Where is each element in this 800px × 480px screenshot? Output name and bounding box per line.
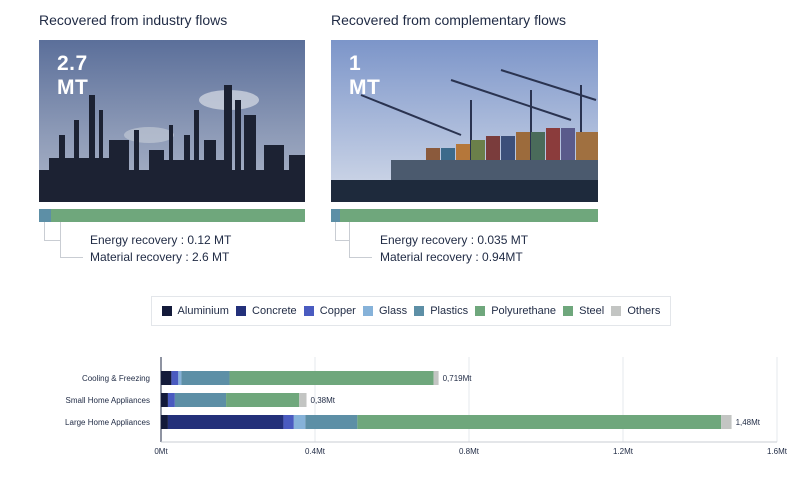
legend-item-others: Others: [611, 305, 660, 317]
category-label: Large Home Appliances: [65, 418, 150, 427]
bar-segment-copper: [167, 393, 175, 407]
bar-segment-plastics: [181, 371, 230, 385]
bar-segment-plastics: [305, 415, 358, 429]
category-label: Cooling & Freezing: [82, 374, 150, 383]
industry-photo: [39, 40, 305, 202]
legend-label: Others: [627, 305, 661, 317]
x-tick-label: 1.6Mt: [767, 447, 788, 456]
chart-legend: Aluminium Concrete Copper Glass Plastics…: [151, 296, 671, 326]
bar-segment-copper: [171, 371, 179, 385]
legend-label: Copper: [319, 305, 356, 317]
legend-label: Glass: [378, 305, 408, 317]
legend-swatch: [362, 306, 373, 316]
energy-recovery-segment: [331, 209, 341, 222]
bar-total-label: 0,38Mt: [311, 396, 336, 405]
material-connector: [349, 222, 372, 258]
legend-label: Polyurethane: [491, 305, 557, 317]
legend-swatch: [611, 306, 622, 316]
legend-item-concrete: Concrete: [236, 305, 297, 317]
industry-total-figure: 2.7 MT: [57, 52, 89, 99]
bar-segment-others: [433, 371, 439, 385]
legend-label: Aluminium: [177, 305, 229, 317]
material-recovery-label: Material recovery : 2.6 MT: [90, 250, 230, 264]
x-tick-label: 0.4Mt: [305, 447, 326, 456]
legend-label: Plastics: [430, 305, 469, 317]
bar-segment-aluminium: [161, 371, 172, 385]
bar-segment-steel: [229, 371, 434, 385]
bar-total-label: 1,48Mt: [736, 418, 761, 427]
bar-total-label: 0,719Mt: [443, 374, 473, 383]
legend-swatch: [475, 306, 486, 316]
material-recovery-label: Material recovery : 0.94MT: [380, 250, 523, 264]
complementary-total-figure: 1 MT: [349, 52, 381, 99]
x-tick-label: 0.8Mt: [459, 447, 480, 456]
legend-swatch: [161, 306, 172, 316]
port-photo: [331, 40, 598, 202]
legend-item-steel: Steel: [563, 305, 604, 317]
material-connector: [60, 222, 83, 258]
bar-segment-steel: [357, 415, 722, 429]
bar-segment-copper: [283, 415, 294, 429]
legend-item-glass: Glass: [362, 305, 408, 317]
bar-segment-aluminium: [161, 393, 168, 407]
legend-label: Concrete: [252, 305, 297, 317]
x-tick-label: 0Mt: [154, 447, 168, 456]
energy-recovery-label: Energy recovery : 0.035 MT: [380, 233, 529, 247]
bar-segment-glass: [178, 371, 182, 385]
bar-segment-others: [299, 393, 307, 407]
legend-swatch: [236, 306, 247, 316]
energy-recovery-label: Energy recovery : 0.12 MT: [90, 233, 232, 247]
complementary-recovery-bar: [331, 209, 598, 222]
bar-segment-others: [721, 415, 732, 429]
bar-segment-plastics: [174, 393, 227, 407]
bar-segment-steel: [226, 393, 300, 407]
bar-segment-aluminium: [161, 415, 168, 429]
stacked-bar-chart: 0Mt 0.4Mt 0.8Mt 1.2Mt 1.6Mt Cooling & Freezin…: [65, 357, 788, 456]
legend-swatch: [414, 306, 425, 316]
legend-item-copper: Copper: [303, 305, 356, 317]
energy-connector: [44, 222, 61, 241]
bar-segment-glass: [293, 415, 306, 429]
legend-item-aluminium: Aluminium: [161, 305, 229, 317]
legend-label: Steel: [579, 305, 605, 317]
category-label: Small Home Appliances: [66, 396, 150, 405]
panel-title: Recovered from complementary flows: [331, 12, 566, 28]
energy-recovery-segment: [39, 209, 51, 222]
legend-swatch: [303, 306, 314, 316]
legend-item-plastics: Plastics: [414, 305, 468, 317]
industry-recovery-bar: [39, 209, 305, 222]
panel-title: Recovered from industry flows: [39, 12, 228, 28]
bar-segment-concrete: [167, 415, 284, 429]
legend-item-polyurethane: Polyurethane: [475, 305, 556, 317]
energy-connector: [335, 222, 350, 241]
legend-swatch: [563, 306, 574, 316]
x-tick-label: 1.2Mt: [613, 447, 634, 456]
